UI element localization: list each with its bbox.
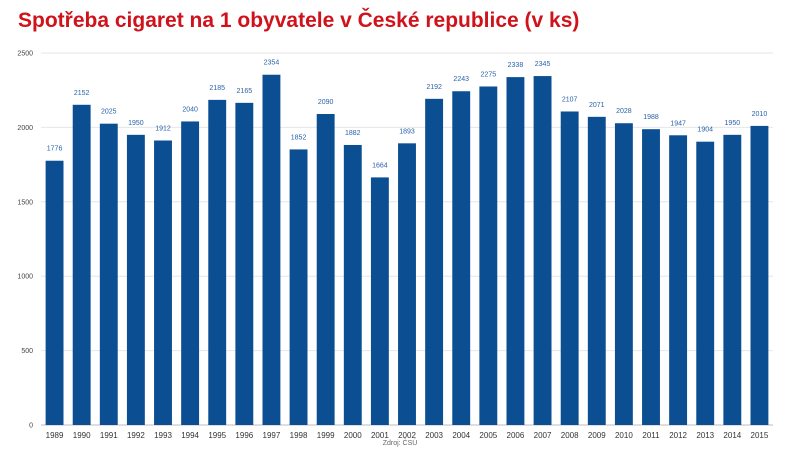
data-label: 2040 xyxy=(182,106,198,113)
bar xyxy=(425,98,444,426)
data-label: 2071 xyxy=(589,102,605,109)
x-tick-label: 1997 xyxy=(263,431,281,440)
x-tick-label: 2006 xyxy=(507,431,525,440)
bar xyxy=(289,149,308,425)
x-tick-label: 2005 xyxy=(479,431,497,440)
bar xyxy=(316,114,335,426)
data-label: 2152 xyxy=(74,90,90,97)
y-tick-label: 2000 xyxy=(17,125,33,132)
data-label: 2275 xyxy=(481,71,497,78)
data-label: 1893 xyxy=(399,128,415,135)
bar xyxy=(72,104,91,425)
bar xyxy=(99,123,118,426)
bar xyxy=(126,134,145,425)
bar xyxy=(343,144,362,425)
x-tick-label: 2012 xyxy=(669,431,687,440)
x-tick-label: 1996 xyxy=(235,431,253,440)
bar xyxy=(642,129,660,425)
x-tick-label: 2002 xyxy=(398,431,416,440)
x-tick-label: 1993 xyxy=(154,431,172,440)
x-tick-label: 1998 xyxy=(290,431,308,440)
bar xyxy=(370,177,389,425)
bar xyxy=(235,102,254,426)
x-tick-label: 2010 xyxy=(615,431,633,440)
x-tick-label: 1999 xyxy=(317,431,335,440)
x-tick-label: 2013 xyxy=(696,431,714,440)
y-tick-label: 500 xyxy=(21,348,33,355)
data-label: 2345 xyxy=(535,61,551,68)
data-label: 1852 xyxy=(291,134,307,141)
x-tick-label: 2009 xyxy=(588,431,606,440)
data-label: 1776 xyxy=(47,146,63,153)
x-tick-label: 1994 xyxy=(181,431,199,440)
x-tick-label: 2007 xyxy=(534,431,552,440)
x-tick-label: 1989 xyxy=(46,431,64,440)
x-tick-label: 1995 xyxy=(208,431,226,440)
bar xyxy=(45,160,64,425)
data-label: 1664 xyxy=(372,162,388,169)
x-tick-label: 2004 xyxy=(452,431,470,440)
bar xyxy=(452,91,471,425)
bar xyxy=(533,76,552,426)
data-label: 2010 xyxy=(752,111,768,118)
data-label: 2025 xyxy=(101,109,117,116)
data-label: 2185 xyxy=(209,85,225,92)
data-label: 2090 xyxy=(318,99,334,106)
bar xyxy=(723,134,742,425)
source-note: Zdroj: ČSÚ xyxy=(382,440,418,447)
data-label: 2192 xyxy=(426,84,442,91)
data-label: 2338 xyxy=(508,62,524,69)
bar xyxy=(154,140,172,426)
bar xyxy=(587,116,606,425)
bars xyxy=(45,74,769,426)
data-label: 2354 xyxy=(264,60,280,67)
data-labels: 1776 2152 2025 1950 1912 2040 2185 2165 2354 1852… xyxy=(47,60,768,170)
y-tick-label: 0 xyxy=(29,423,33,430)
data-label: 2107 xyxy=(562,96,578,103)
bar xyxy=(398,143,416,425)
bar xyxy=(696,141,715,425)
bar xyxy=(181,121,200,425)
x-tick-label: 1990 xyxy=(73,431,91,440)
bar xyxy=(479,86,498,425)
chart-title: Spotřeba cigaret na 1 obyvatele v České … xyxy=(18,9,580,32)
bar xyxy=(669,135,688,425)
bar xyxy=(208,99,227,425)
data-label: 1988 xyxy=(643,114,659,121)
bar xyxy=(750,125,769,426)
data-label: 2243 xyxy=(453,76,469,83)
bar xyxy=(560,111,579,426)
data-label: 2165 xyxy=(237,88,253,95)
x-tick-label: 2001 xyxy=(371,431,389,440)
data-label: 1950 xyxy=(725,120,741,127)
x-tick-label: 2000 xyxy=(344,431,362,440)
x-tick-label: 2015 xyxy=(751,431,769,440)
data-label: 1950 xyxy=(128,120,144,127)
x-tick-label: 1992 xyxy=(127,431,145,440)
data-label: 1904 xyxy=(697,127,713,134)
x-axis-tick-labels: 1989 1990 1991 1992 1993 1994 1995 1996 1997 1998… xyxy=(46,431,769,440)
x-tick-label: 2003 xyxy=(425,431,443,440)
x-tick-label: 2011 xyxy=(642,431,660,440)
y-tick-label: 1000 xyxy=(17,274,33,281)
data-label: 2028 xyxy=(616,108,632,115)
data-label: 1947 xyxy=(670,120,686,127)
y-tick-label: 2500 xyxy=(17,51,33,58)
bar xyxy=(262,74,281,426)
x-tick-label: 1991 xyxy=(100,431,118,440)
x-tick-label: 2008 xyxy=(561,431,579,440)
bar xyxy=(614,123,633,426)
y-tick-label: 1500 xyxy=(17,199,33,206)
y-axis-tick-labels: 0 500 1000 1500 2000 2500 xyxy=(17,51,33,430)
data-label: 1882 xyxy=(345,130,361,137)
bar xyxy=(506,77,525,426)
data-label: 1912 xyxy=(155,125,171,132)
x-tick-label: 2014 xyxy=(723,431,741,440)
